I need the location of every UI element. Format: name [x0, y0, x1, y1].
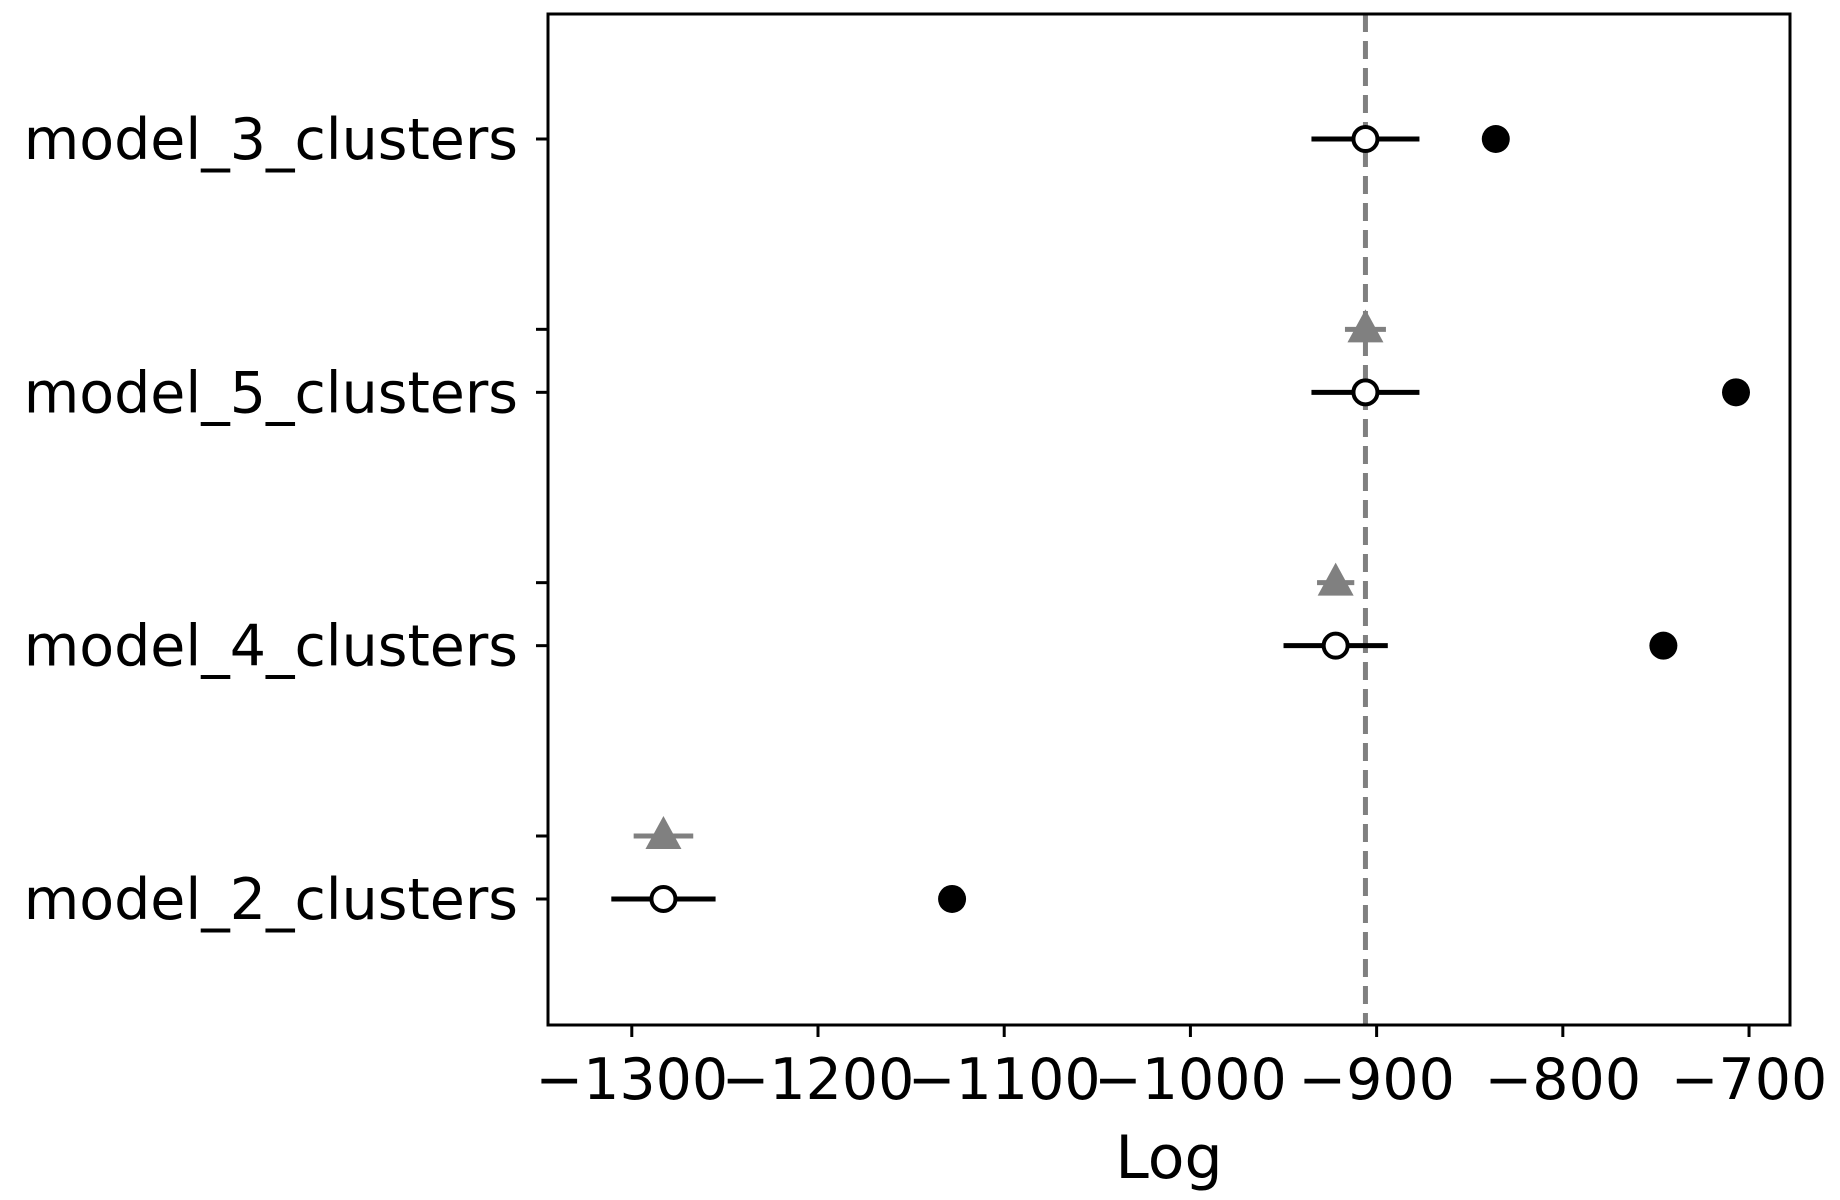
triangle-point — [1317, 562, 1354, 596]
x-axis: −1300−1200−1100−1000 −900 −800 −700 — [535, 1025, 1827, 1113]
x-tick-label: −1300 — [535, 1047, 728, 1113]
filled-circle-point — [1481, 125, 1510, 153]
y-tick-label: model_3_clusters — [24, 107, 518, 173]
open-circle-point — [1351, 378, 1380, 407]
x-tick-label: −1000 — [1094, 1047, 1287, 1113]
x-tick-label: −1200 — [722, 1047, 915, 1113]
x-tick-label: −900 — [1298, 1047, 1455, 1113]
plot-area — [546, 12, 1792, 1027]
open-circle-point — [1321, 631, 1350, 660]
x-tick-label: −1100 — [908, 1047, 1101, 1113]
open-circle-point — [1351, 125, 1380, 153]
open-circle-point — [649, 884, 678, 913]
filled-circle-point — [938, 884, 967, 913]
y-axis: model_3_clusters model_5_clusters model_4_… — [24, 107, 548, 933]
triangle-point — [1347, 309, 1384, 343]
x-axis-label: Log — [1115, 1123, 1222, 1193]
y-tick-label: model_4_clusters — [24, 614, 518, 680]
plot-marks — [611, 125, 1750, 913]
filled-circle-point — [1722, 378, 1750, 407]
y-tick-label: model_2_clusters — [24, 867, 518, 933]
x-tick-label: −800 — [1485, 1047, 1642, 1113]
y-tick-label: model_5_clusters — [24, 360, 518, 426]
x-tick-label: −700 — [1671, 1047, 1828, 1113]
filled-circle-point — [1649, 631, 1678, 660]
triangle-point — [645, 815, 682, 849]
